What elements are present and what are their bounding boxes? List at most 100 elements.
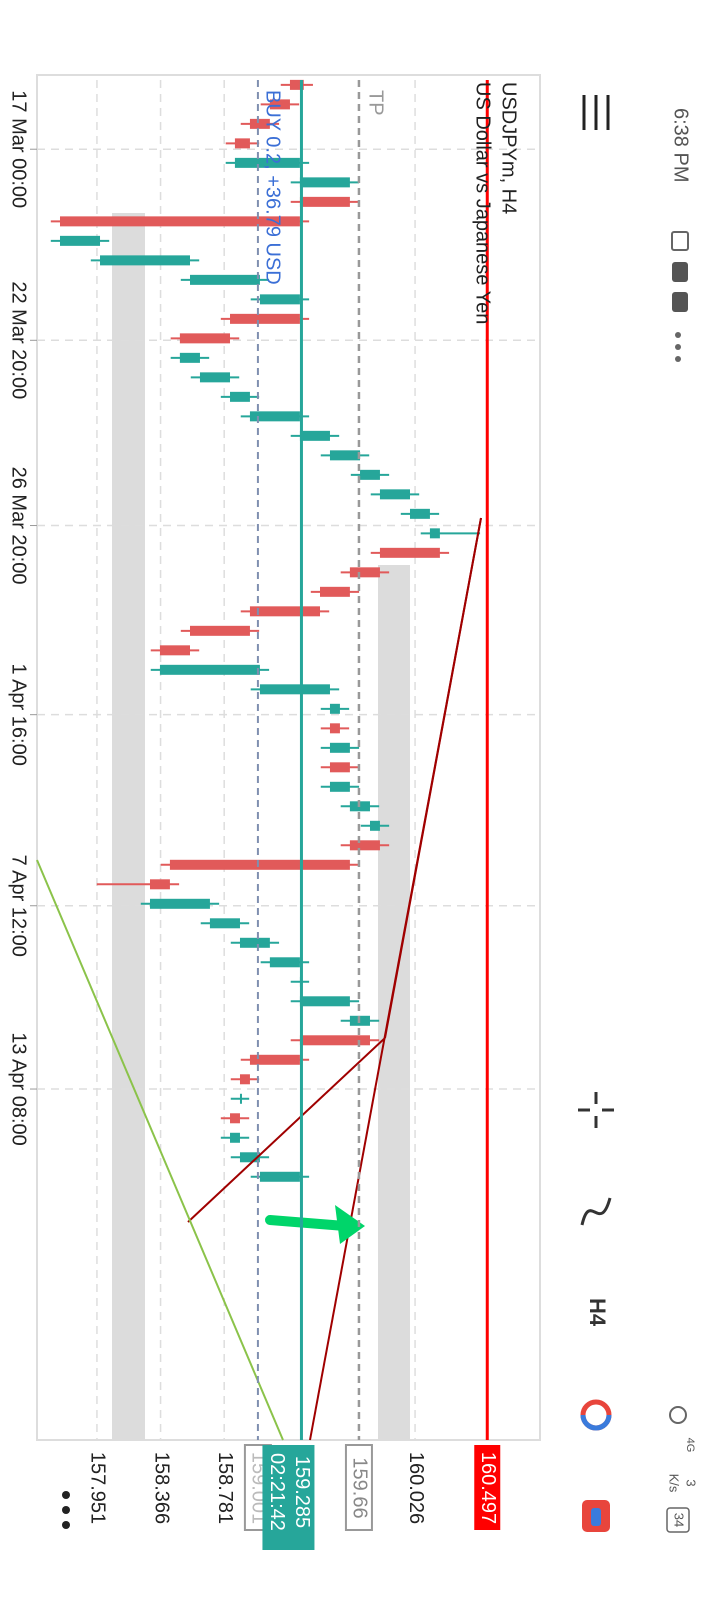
plot-frame	[36, 74, 541, 1441]
candle-body	[239, 1093, 242, 1104]
candle-body	[179, 333, 231, 344]
x-tick-label: 13 Apr 08:00	[8, 1032, 30, 1145]
candle-body	[234, 157, 300, 168]
x-tick-label: 7 Apr 12:00	[8, 855, 30, 957]
candle-body	[299, 177, 350, 188]
status-icon	[669, 1406, 687, 1424]
candle-body	[159, 645, 191, 656]
candle-body	[159, 664, 260, 675]
bar-countdown: 02:21:42	[266, 1453, 288, 1531]
candle-body	[259, 684, 330, 695]
status-speed: 3	[684, 1479, 699, 1486]
candle-body	[349, 840, 380, 851]
part	[62, 1506, 70, 1514]
part	[675, 356, 681, 362]
chart-title: USDJPYm, H4	[498, 82, 520, 214]
tp-label: TP	[365, 90, 387, 116]
more-dots[interactable]	[62, 1491, 70, 1529]
candle-body	[269, 957, 300, 968]
position-label: BUY 0.2, +36.79 USD	[262, 90, 284, 285]
candle-body	[190, 625, 250, 636]
candle-body	[429, 528, 440, 539]
status-time: 6:38 PM	[670, 108, 692, 182]
x-tick-label: 1 Apr 16:00	[8, 664, 30, 766]
bid-price: 159.285	[291, 1456, 313, 1528]
indicators-button[interactable]	[580, 1197, 612, 1226]
part	[62, 1491, 70, 1499]
candle-body	[360, 469, 380, 480]
menu-button[interactable]	[582, 95, 610, 130]
candle-body	[299, 1035, 370, 1046]
y-tick-label: 158.366	[150, 1452, 172, 1524]
ask-badge	[474, 1445, 501, 1530]
bid-badge	[262, 1445, 315, 1550]
candle-body	[234, 138, 250, 149]
part	[62, 1521, 70, 1529]
candle-body	[209, 918, 240, 929]
status-network: 4G	[684, 1438, 696, 1453]
status-battery: 34	[672, 1513, 687, 1527]
toolbar	[62, 95, 690, 1533]
battery-icon	[666, 1507, 690, 1533]
candle-body	[329, 742, 350, 753]
candle-body	[329, 723, 340, 734]
candle-body	[59, 216, 300, 227]
candle-body	[259, 1171, 300, 1182]
candle-body	[190, 274, 260, 285]
candle-body	[169, 859, 350, 870]
candle-body	[299, 196, 350, 207]
candle-body	[199, 372, 231, 383]
tp-price: 159.66	[349, 1457, 371, 1518]
candle-body	[249, 118, 270, 129]
candle-body	[409, 508, 430, 519]
x-tick-label: 26 Mar 20:00	[8, 467, 30, 585]
candle-body	[299, 430, 330, 441]
status-speed-unit: K/s	[667, 1474, 682, 1493]
timeframe-button[interactable]: H4	[585, 1298, 610, 1327]
part	[675, 332, 681, 338]
candle-body	[249, 1054, 300, 1065]
candle-body	[269, 99, 290, 110]
candle-body	[329, 450, 361, 461]
candle-body	[179, 352, 200, 363]
y-tick-label: 160.026	[405, 1452, 427, 1524]
account-button-part	[591, 1508, 601, 1526]
drawings	[36, 517, 482, 1441]
trend-line	[36, 859, 284, 1441]
candle-body	[349, 567, 380, 578]
status-dots	[675, 332, 681, 362]
x-tick-label: 17 Mar 00:00	[8, 90, 30, 208]
candle-body	[239, 1152, 260, 1163]
candle-body	[100, 255, 191, 266]
candle-body	[379, 489, 410, 500]
tp-badge	[344, 1444, 373, 1531]
candle-body	[249, 606, 321, 617]
arrow	[265, 1215, 350, 1231]
y-tick-label: 157.951	[87, 1452, 109, 1524]
candle-body	[249, 411, 300, 422]
plot	[30, 79, 540, 1440]
candle-body	[230, 313, 300, 324]
crosshair-button[interactable]	[578, 1092, 614, 1128]
trade-button-part	[580, 1414, 612, 1431]
session-shade	[378, 565, 410, 1440]
session-shade	[112, 213, 145, 1440]
candle-body	[259, 294, 300, 305]
candle-body	[379, 547, 440, 558]
candle-body	[329, 762, 350, 773]
status-icon	[671, 231, 689, 251]
chart-subtitle: US Dollar vs Japanese Yen	[472, 82, 494, 324]
y-tick-label: 158.781	[214, 1452, 236, 1524]
candle-body	[329, 781, 350, 792]
status-icon	[672, 292, 688, 312]
candle-body	[289, 79, 304, 90]
candle-body	[299, 996, 350, 1007]
x-tick-label: 22 Mar 20:00	[8, 281, 30, 399]
candle-body	[149, 898, 210, 909]
candle-body	[149, 879, 170, 890]
candle-body	[230, 391, 250, 402]
candle-body	[239, 937, 270, 948]
candle-body	[369, 820, 380, 831]
candle-body	[320, 586, 350, 597]
